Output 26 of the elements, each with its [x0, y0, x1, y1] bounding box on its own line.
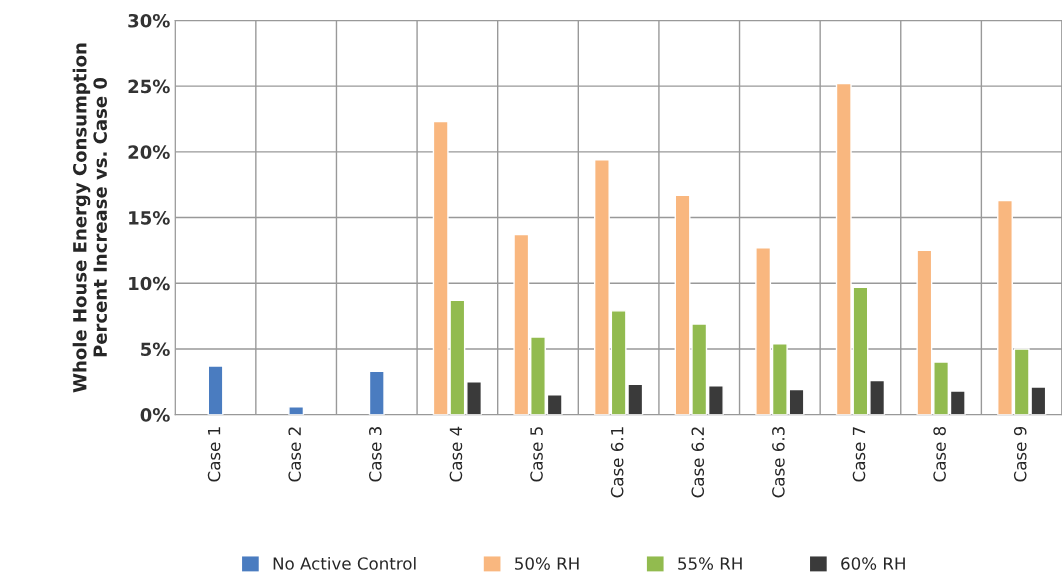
y-tick-label: 30% [128, 13, 170, 28]
y-tick-label: 15% [129, 211, 170, 225]
x-tick-label: Case 6.1 [610, 427, 624, 498]
x-tick-label: Case 3 [369, 427, 382, 482]
y-tick-label: 0% [140, 408, 170, 422]
bar [288, 406, 305, 415]
x-tick-label: Case 4 [449, 426, 463, 482]
legend-label: 50% RH [515, 557, 579, 570]
x-tick-label: Case 6.3 [772, 427, 785, 498]
legend-label: 60% RH [841, 557, 905, 570]
legend-label: 55% RH [678, 557, 742, 570]
bar [207, 365, 224, 415]
y-tick-label: 10% [129, 276, 170, 291]
y-tick-label: 5% [141, 342, 170, 357]
x-tick-label: Case 7 [852, 427, 866, 482]
y-tick-label: 25% [128, 79, 170, 94]
x-tick-label: Case 6.2 [691, 427, 705, 498]
y-axis-title: Whole House Energy Consumption Percent Increase vs. Case 0 [72, 43, 107, 393]
x-tick-label: Case 2 [288, 427, 301, 482]
x-tick-label: Case 9 [1013, 426, 1027, 482]
x-tick-label: Case 1 [207, 427, 221, 482]
y-tick-label: 20% [128, 145, 170, 159]
bar [368, 370, 385, 415]
x-tick-label: Case 5 [530, 427, 543, 482]
legend-label: No Active Control [273, 556, 416, 570]
x-tick-label: Case 8 [933, 426, 946, 482]
